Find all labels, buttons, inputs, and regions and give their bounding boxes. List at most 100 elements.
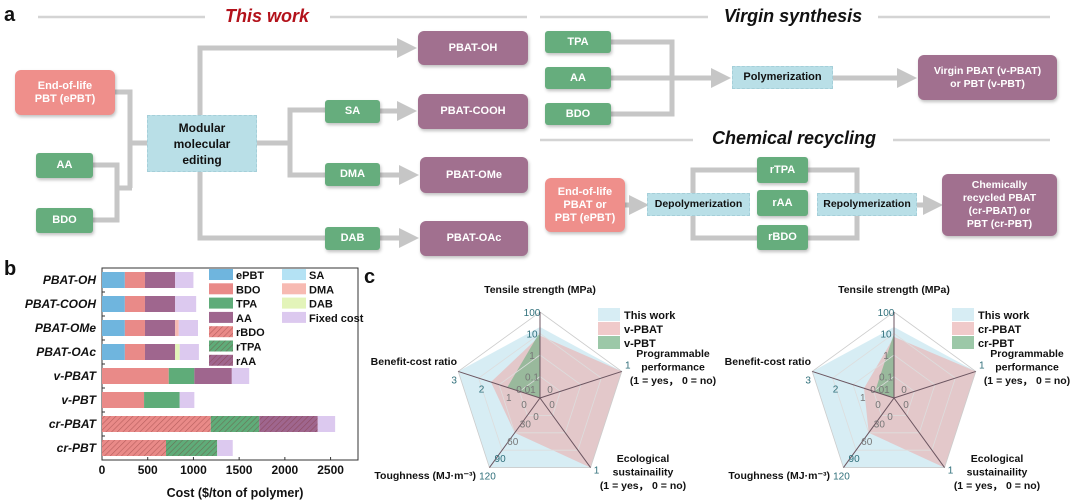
legend-swatch xyxy=(209,297,233,309)
radar-axis-label: Benefit-cost ratio xyxy=(371,356,457,368)
legend-label: rTPA xyxy=(236,342,262,354)
line: (cr-PBAT) or xyxy=(968,205,1031,217)
radar-axis xyxy=(843,397,895,468)
x-tick-label: 1500 xyxy=(226,463,253,477)
radar-tick-label: 10 xyxy=(526,330,538,341)
radar-tick-label: 120 xyxy=(833,472,850,483)
line: recycled PBAT xyxy=(962,192,1037,204)
recycled-product-box: Chemically recycled PBAT (cr-PBAT) or PB… xyxy=(942,174,1057,236)
radar-tick-label: 1 xyxy=(625,360,631,371)
raa-box: rAA xyxy=(757,190,808,216)
header-rules xyxy=(38,15,1050,142)
legend-swatch xyxy=(209,311,233,323)
pbat-oac-box: PBAT-OAc xyxy=(420,221,528,256)
panel-label-a: a xyxy=(4,4,16,26)
bar-segment-aa xyxy=(144,296,176,312)
legend-label: cr-PBT xyxy=(978,338,1014,350)
x-axis-label: Cost ($/ton of polymer) xyxy=(167,486,304,500)
bar-segment-fixed-cost xyxy=(317,416,336,432)
legend-label: DMA xyxy=(309,284,334,296)
virgin-synthesis-title: Virgin synthesis xyxy=(723,6,863,26)
bar-segment-fixed-cost xyxy=(178,320,198,336)
legend-swatch xyxy=(952,322,974,335)
radar-axis xyxy=(539,370,622,399)
radar-axis-label: sustainaility xyxy=(967,467,1028,479)
bar-segment-bdo xyxy=(124,296,145,312)
bar-segment-bdo xyxy=(124,344,145,360)
bar-segment-fixed-cost xyxy=(179,344,199,360)
x-tick-label: 500 xyxy=(138,463,158,477)
bar-segment-epbt xyxy=(102,320,125,336)
pbat-oh-box: PBAT-OH xyxy=(418,31,528,65)
radar-tick-label: 1 xyxy=(506,393,512,404)
radar-tick-label: 0 xyxy=(901,385,907,396)
radar-axis-label: Tensile strength (MPa) xyxy=(484,284,596,296)
radar-tick-label: 0.1 xyxy=(525,373,539,384)
bar-segment-aa xyxy=(144,272,176,288)
bdo-box: BDO xyxy=(545,103,611,125)
bar-segment-tpa xyxy=(168,368,195,384)
radar-tick-label: 3 xyxy=(451,375,457,386)
radar-tick-label: 0 xyxy=(875,400,881,411)
radar-axis xyxy=(893,397,945,468)
pbat-cooh-box: PBAT-COOH xyxy=(418,94,528,129)
bar-segment-bdo xyxy=(102,392,145,408)
bar-segment-epbt xyxy=(102,296,125,312)
radar-gridline xyxy=(873,376,915,416)
radar-tick-label: 2 xyxy=(833,384,839,395)
radar-tick-label: 1 xyxy=(979,360,985,371)
sa-box: SA xyxy=(325,100,380,123)
line: or PBT (v-PBT) xyxy=(950,77,1025,90)
rtpa-box: rTPA xyxy=(757,157,808,183)
radar-tick-label: 2 xyxy=(479,384,485,395)
bar-segment-dab xyxy=(175,344,180,360)
radar-tick-label: 1 xyxy=(529,351,535,362)
legend-swatch xyxy=(209,340,233,352)
radar-tick-label: 90 xyxy=(495,454,507,465)
dab-box: DAB xyxy=(325,227,380,250)
radar-area-cr-pbt xyxy=(874,333,894,398)
radar-tick-label: 0.1 xyxy=(879,373,893,384)
radar-gridline xyxy=(519,376,561,416)
line: End-of-life xyxy=(37,79,93,92)
legend-label: v-PBAT xyxy=(624,324,663,336)
radar-tick-label: 10 xyxy=(880,330,892,341)
radar-gridline xyxy=(852,354,936,434)
bar-segment-epbt xyxy=(102,272,125,288)
legend-swatch xyxy=(282,283,306,295)
polymerization-box: Polymerization xyxy=(732,66,833,89)
legend-label: rBDO xyxy=(236,327,265,339)
pbat-ome-box: PBAT-OMe xyxy=(420,157,528,193)
legend-label: ePBT xyxy=(236,270,264,282)
legend-swatch xyxy=(209,269,233,280)
tpa-box: TPA xyxy=(545,31,611,53)
legend-label: This work xyxy=(624,310,676,322)
repolymerization-box: Repolymerization xyxy=(817,193,917,216)
panel-label-b: b xyxy=(4,258,17,280)
category-label: v-PBAT xyxy=(54,369,98,383)
x-tick-label: 2000 xyxy=(272,463,299,477)
radar-gridline xyxy=(457,311,623,468)
chemical-recycling-title: Chemical recycling xyxy=(711,128,877,148)
bdo-box: BDO xyxy=(36,208,93,233)
radar-tick-label: 0 xyxy=(903,400,909,411)
panel-label-c: c xyxy=(364,266,376,288)
legend-label: TPA xyxy=(236,299,257,311)
bar-segment-fixed-cost xyxy=(179,392,195,408)
radar-axis-label: performance xyxy=(995,362,1059,374)
bar-segment-bdo xyxy=(124,272,145,288)
bar-segment-fixed-cost xyxy=(175,272,194,288)
radar-tick-label: 100 xyxy=(524,308,541,319)
legend-swatch xyxy=(282,297,306,309)
legend-label: Fixed cost xyxy=(309,313,364,325)
radar-axis-label: Benefit-cost ratio xyxy=(725,356,811,368)
line: PBT (ePBT) xyxy=(34,92,96,105)
legend-swatch xyxy=(952,308,974,321)
radar-tick-label: 30 xyxy=(874,419,886,430)
radar-tick-label: 0.01 xyxy=(516,385,536,396)
bar-segment-rtpa xyxy=(210,416,260,432)
line: PBT (ePBT) xyxy=(554,211,616,224)
